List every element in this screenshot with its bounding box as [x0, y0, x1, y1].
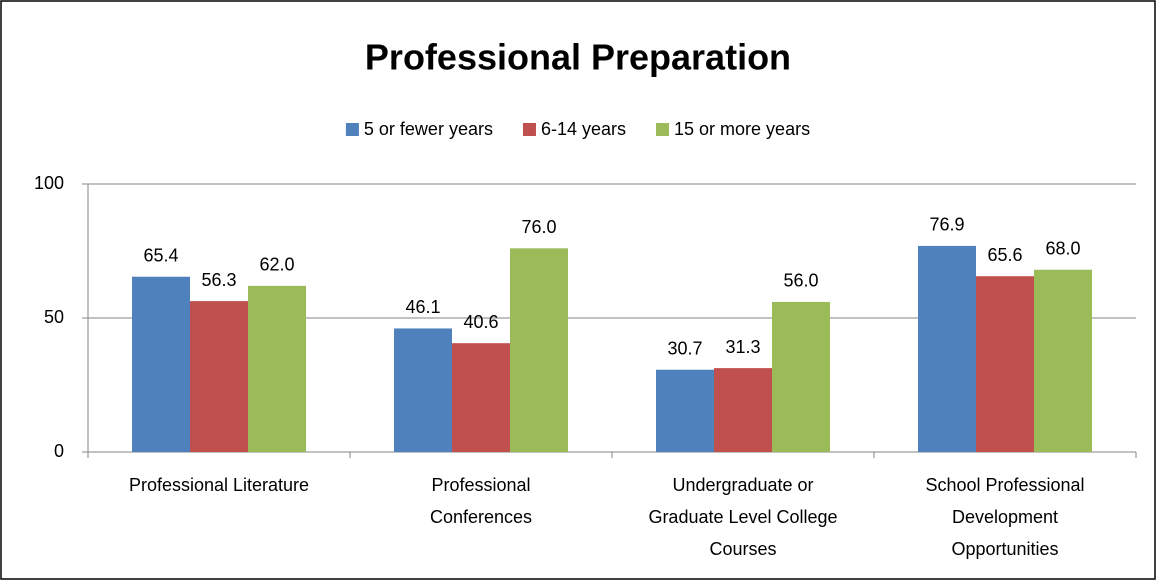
bar	[714, 368, 772, 452]
bar	[1034, 269, 1092, 452]
value-label: 31.3	[725, 337, 760, 357]
chart-title: Professional Preparation	[365, 37, 791, 78]
value-label: 62.0	[259, 255, 294, 275]
bar	[132, 276, 190, 452]
x-tick-label: Professional Conferences	[430, 475, 532, 527]
value-label: 46.1	[405, 297, 440, 317]
value-label: 30.7	[667, 338, 702, 358]
y-tick-label: 100	[34, 173, 64, 193]
bar	[394, 328, 452, 452]
value-label: 76.0	[521, 217, 556, 237]
bar	[918, 245, 976, 452]
legend-label: 6-14 years	[541, 119, 626, 139]
x-tick-label: Undergraduate or Graduate Level College Co…	[648, 475, 837, 559]
value-label: 56.3	[201, 270, 236, 290]
legend-swatch	[656, 123, 670, 136]
value-label: 40.6	[463, 312, 498, 332]
legend-swatch	[345, 123, 359, 136]
value-label: 68.0	[1045, 239, 1080, 259]
bar	[510, 248, 568, 452]
legend-label: 15 or more years	[674, 119, 810, 139]
y-tick-label: 50	[44, 307, 64, 327]
y-tick-label: 0	[54, 441, 64, 461]
bar	[772, 301, 830, 452]
bar	[248, 285, 306, 452]
x-tick-label: Professional Literature	[129, 475, 309, 495]
value-label: 56.0	[783, 271, 818, 291]
legend-swatch	[522, 123, 536, 136]
legend-label: 5 or fewer years	[364, 119, 493, 139]
bar	[976, 276, 1034, 452]
value-label: 76.9	[929, 215, 964, 235]
value-label: 65.6	[987, 245, 1022, 265]
bar	[452, 343, 510, 452]
bar	[656, 369, 714, 452]
x-tick-label: School Professional Development Opportunit…	[925, 475, 1084, 559]
bar	[190, 301, 248, 452]
value-label: 65.4	[143, 245, 178, 265]
